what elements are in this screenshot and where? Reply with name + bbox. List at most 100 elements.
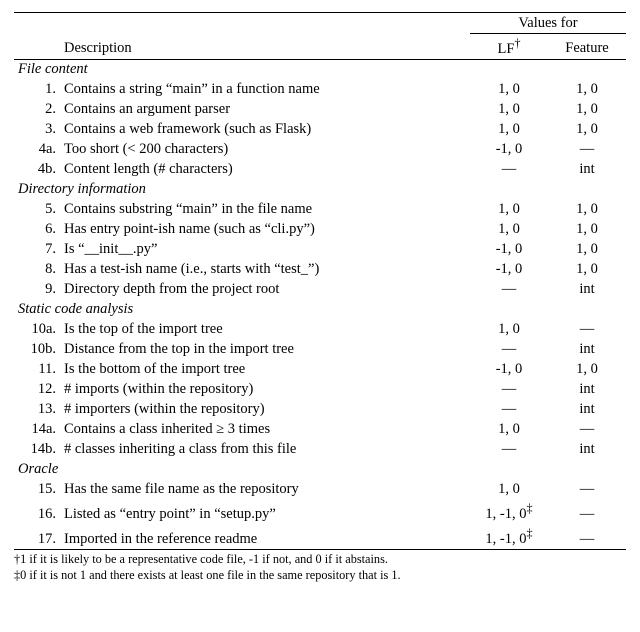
row-description: # classes inheriting a class from this f… [60, 440, 470, 460]
table-row: 14b.# classes inheriting a class from th… [14, 440, 626, 460]
row-number: 6. [14, 220, 60, 240]
row-feature-value: int [548, 160, 626, 180]
row-lf-value: — [470, 340, 548, 360]
table-row: 13.# importers (within the repository)—i… [14, 400, 626, 420]
row-feature-value: — [548, 525, 626, 550]
section-title: Oracle [14, 460, 626, 480]
row-feature-value: 1, 0 [548, 360, 626, 380]
header-values-for: Values for [470, 13, 626, 34]
row-number: 2. [14, 100, 60, 120]
table-row: 2.Contains an argument parser1, 01, 0 [14, 100, 626, 120]
row-lf-value: -1, 0 [470, 140, 548, 160]
row-lf-value: 1, 0 [470, 320, 548, 340]
section-title: Directory information [14, 180, 626, 200]
row-description: Is the bottom of the import tree [60, 360, 470, 380]
row-lf-value: -1, 0 [470, 240, 548, 260]
row-feature-value: int [548, 280, 626, 300]
row-lf-value: 1, 0 [470, 80, 548, 100]
table-row: 12.# imports (within the repository)—int [14, 380, 626, 400]
row-feature-value: 1, 0 [548, 220, 626, 240]
row-lf-value: 1, 0 [470, 480, 548, 500]
row-description: Contains substring “main” in the file na… [60, 200, 470, 220]
row-number: 1. [14, 80, 60, 100]
row-description: Has the same file name as the repository [60, 480, 470, 500]
section-title: File content [14, 59, 626, 80]
row-lf-value: 1, 0 [470, 220, 548, 240]
row-feature-value: — [548, 500, 626, 525]
row-description: # imports (within the repository) [60, 380, 470, 400]
row-number: 14a. [14, 420, 60, 440]
row-lf-value: — [470, 280, 548, 300]
row-number: 9. [14, 280, 60, 300]
table-row: 1.Contains a string “main” in a function… [14, 80, 626, 100]
row-number: 4b. [14, 160, 60, 180]
row-feature-value: int [548, 440, 626, 460]
row-lf-value: — [470, 400, 548, 420]
row-number: 5. [14, 200, 60, 220]
row-description: Imported in the reference readme [60, 525, 470, 550]
table-row: 10b.Distance from the top in the import … [14, 340, 626, 360]
table-row: 3.Contains a web framework (such as Flas… [14, 120, 626, 140]
footnotes: †1 if it is likely to be a representativ… [14, 552, 626, 583]
row-description: # importers (within the repository) [60, 400, 470, 420]
row-description: Too short (< 200 characters) [60, 140, 470, 160]
row-number: 10b. [14, 340, 60, 360]
table-row: 11.Is the bottom of the import tree-1, 0… [14, 360, 626, 380]
row-number: 15. [14, 480, 60, 500]
row-lf-value: -1, 0 [470, 360, 548, 380]
table-row: 4b.Content length (# characters)—int [14, 160, 626, 180]
header-feature: Feature [548, 34, 626, 60]
row-description: Has a test-ish name (i.e., starts with “… [60, 260, 470, 280]
row-lf-value: — [470, 160, 548, 180]
row-feature-value: 1, 0 [548, 240, 626, 260]
table-row: 6.Has entry point-ish name (such as “cli… [14, 220, 626, 240]
header-lf: LF† [470, 34, 548, 60]
row-description: Contains a web framework (such as Flask) [60, 120, 470, 140]
row-feature-value: 1, 0 [548, 200, 626, 220]
table-row: 8.Has a test-ish name (i.e., starts with… [14, 260, 626, 280]
row-feature-value: 1, 0 [548, 80, 626, 100]
table-row: 7.Is “__init__.py”-1, 01, 0 [14, 240, 626, 260]
table-row: 17.Imported in the reference readme1, -1… [14, 525, 626, 550]
row-feature-value: 1, 0 [548, 260, 626, 280]
row-feature-value: — [548, 420, 626, 440]
table-row: 4a.Too short (< 200 characters)-1, 0— [14, 140, 626, 160]
row-number: 7. [14, 240, 60, 260]
footnote-ddagger: ‡0 if it is not 1 and there exists at le… [14, 568, 626, 583]
row-description: Is the top of the import tree [60, 320, 470, 340]
row-feature-value: 1, 0 [548, 100, 626, 120]
row-description: Contains an argument parser [60, 100, 470, 120]
row-feature-value: int [548, 340, 626, 360]
row-lf-value: 1, -1, 0‡ [470, 500, 548, 525]
row-lf-value: 1, 0 [470, 200, 548, 220]
row-lf-value: 1, -1, 0‡ [470, 525, 548, 550]
row-feature-value: — [548, 480, 626, 500]
table-row: 16.Listed as “entry point” in “setup.py”… [14, 500, 626, 525]
row-description: Has entry point-ish name (such as “cli.p… [60, 220, 470, 240]
row-lf-value: 1, 0 [470, 420, 548, 440]
row-lf-value: 1, 0 [470, 100, 548, 120]
row-description: Contains a class inherited ≥ 3 times [60, 420, 470, 440]
row-number: 10a. [14, 320, 60, 340]
row-number: 14b. [14, 440, 60, 460]
row-number: 11. [14, 360, 60, 380]
row-lf-value: 1, 0 [470, 120, 548, 140]
header-description: Description [60, 34, 470, 60]
row-description: Is “__init__.py” [60, 240, 470, 260]
row-number: 13. [14, 400, 60, 420]
row-number: 8. [14, 260, 60, 280]
section-title: Static code analysis [14, 300, 626, 320]
row-number: 16. [14, 500, 60, 525]
row-description: Directory depth from the project root [60, 280, 470, 300]
row-description: Listed as “entry point” in “setup.py” [60, 500, 470, 525]
row-description: Contains a string “main” in a function n… [60, 80, 470, 100]
row-number: 17. [14, 525, 60, 550]
row-number: 3. [14, 120, 60, 140]
row-lf-value: — [470, 440, 548, 460]
row-feature-value: 1, 0 [548, 120, 626, 140]
table-row: 9.Directory depth from the project root—… [14, 280, 626, 300]
row-feature-value: — [548, 320, 626, 340]
table-row: 15.Has the same file name as the reposit… [14, 480, 626, 500]
row-lf-value: — [470, 380, 548, 400]
feature-table: Values for Description LF† Feature File … [14, 12, 626, 550]
